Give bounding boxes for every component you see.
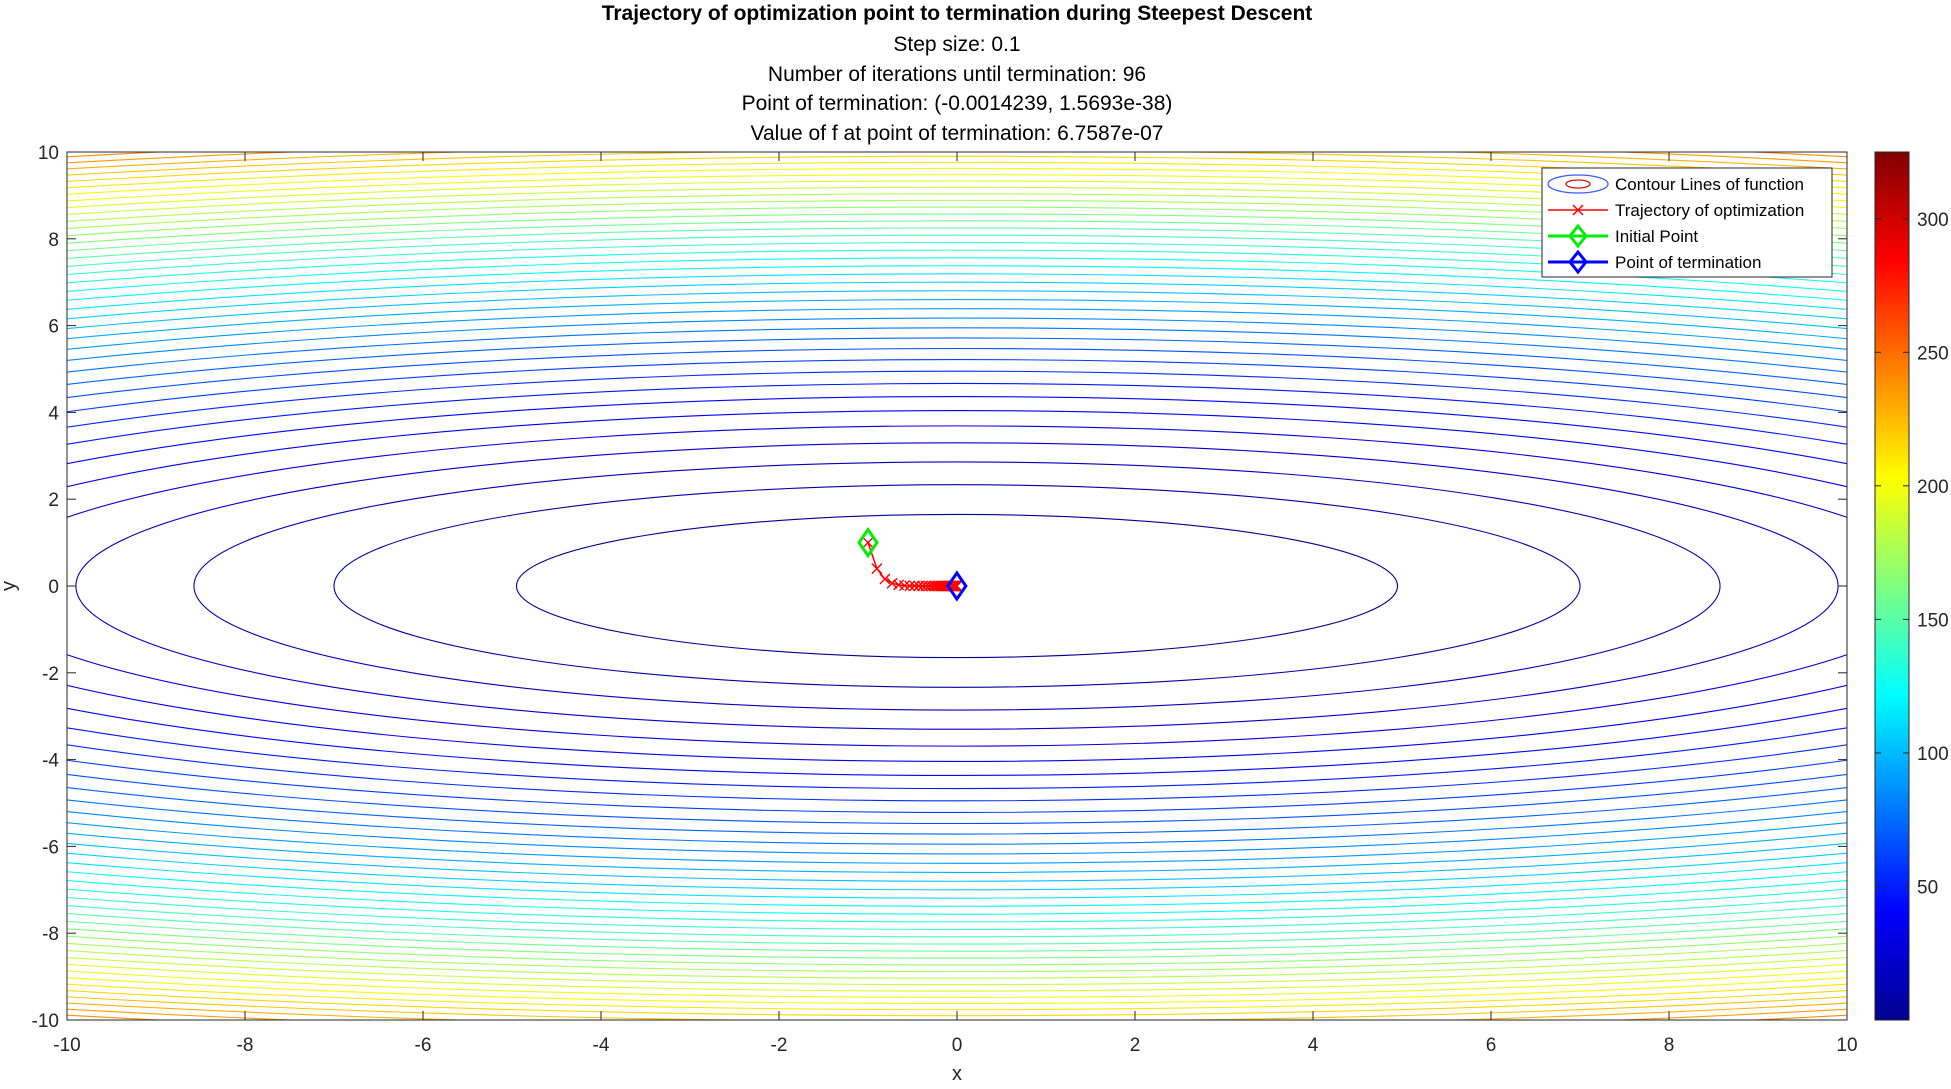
y-tick-label: 2 bbox=[48, 490, 59, 511]
subtitle-step-size: Step size: 0.1 bbox=[893, 33, 1020, 56]
termination-point-marker bbox=[946, 570, 968, 602]
x-tick-label: -8 bbox=[237, 1035, 254, 1056]
colorbar bbox=[1874, 151, 1910, 1021]
contour-line bbox=[515, 513, 1399, 659]
trajectory-point bbox=[950, 580, 962, 592]
legend-contour-icon-inner bbox=[1565, 179, 1591, 189]
x-tick-label: -10 bbox=[53, 1035, 80, 1056]
x-tick-label: 6 bbox=[1486, 1035, 1497, 1056]
trajectory-point bbox=[904, 580, 916, 592]
contour-line bbox=[67, 317, 1847, 855]
contour-line bbox=[67, 265, 1847, 907]
marker-group bbox=[857, 526, 968, 602]
x-tick-label: 10 bbox=[1836, 1035, 1857, 1056]
contour-line bbox=[67, 410, 1847, 762]
y-axis-ticks: -10 -8 -6 -4 -2 0 2 4 6 8 10 bbox=[32, 143, 1847, 1032]
contour-line bbox=[67, 359, 1847, 813]
contour-line bbox=[67, 308, 1847, 864]
x-tick-label: -2 bbox=[771, 1035, 788, 1056]
colorbar-tick-label: 50 bbox=[1917, 877, 1938, 898]
contour-line bbox=[67, 242, 1847, 930]
legend-entry-trajectory: Trajectory of optimization bbox=[1615, 201, 1804, 220]
contour-lines bbox=[67, 152, 1847, 1020]
x-tick-label: 2 bbox=[1130, 1035, 1141, 1056]
contour-line bbox=[67, 199, 1847, 973]
legend-contour-icon bbox=[1547, 174, 1609, 194]
colorbar-tick-label: 250 bbox=[1917, 343, 1949, 364]
contour-line bbox=[67, 257, 1847, 915]
contour-line bbox=[67, 161, 1847, 1011]
colorbar-tick-label: 150 bbox=[1917, 610, 1949, 631]
contour-line bbox=[67, 249, 1847, 923]
legend-entry-termination: Point of termination bbox=[1615, 253, 1761, 272]
y-tick-label: -2 bbox=[42, 664, 59, 685]
contour-line bbox=[67, 234, 1847, 938]
contour-line bbox=[67, 168, 1847, 1004]
trajectory-point bbox=[862, 537, 874, 549]
legend-box bbox=[1541, 167, 1833, 278]
legend: Contour Lines of function Trajectory of … bbox=[1541, 167, 1833, 278]
colorbar-tick-label: 100 bbox=[1917, 744, 1949, 765]
initial-point-marker bbox=[857, 526, 879, 559]
contour-line bbox=[67, 370, 1847, 802]
trajectory-point bbox=[886, 577, 898, 589]
contour-line bbox=[67, 396, 1847, 776]
x-tick-label: -4 bbox=[593, 1035, 610, 1056]
subtitle-function-value: Value of f at point of termination: 6.75… bbox=[751, 122, 1164, 145]
trajectory-point bbox=[898, 580, 910, 592]
contour-line bbox=[67, 327, 1847, 845]
colorbar-tick-label: 200 bbox=[1917, 477, 1949, 498]
legend-entry-initial: Initial Point bbox=[1615, 227, 1698, 246]
contour-line bbox=[67, 382, 1847, 790]
y-tick-label: -4 bbox=[42, 751, 59, 772]
y-tick-label: -8 bbox=[42, 924, 59, 945]
contour-line bbox=[67, 193, 1847, 979]
legend-trajectory-x-icon bbox=[1572, 204, 1584, 216]
contour-line bbox=[67, 227, 1847, 945]
contour-line bbox=[67, 337, 1847, 835]
contour-line bbox=[67, 220, 1847, 952]
y-axis-label: y bbox=[0, 581, 20, 591]
contour-line bbox=[67, 290, 1847, 882]
x-tick-label: -6 bbox=[415, 1035, 432, 1056]
y-tick-label: -10 bbox=[32, 1011, 59, 1032]
contour-line bbox=[67, 206, 1847, 966]
contour-line bbox=[193, 461, 1721, 711]
x-tick-label: 8 bbox=[1664, 1035, 1675, 1056]
x-tick-label: 4 bbox=[1308, 1035, 1319, 1056]
colorbar-tick-label: 300 bbox=[1917, 210, 1949, 231]
contour-line bbox=[67, 281, 1847, 891]
trajectory-point bbox=[871, 563, 883, 575]
contour-line bbox=[67, 213, 1847, 959]
x-axis-ticks: -10 -8 -6 -4 -2 0 2 4 6 8 10 bbox=[53, 152, 1858, 1056]
contour-line bbox=[333, 484, 1581, 688]
y-tick-label: 4 bbox=[48, 403, 59, 424]
contour-line bbox=[67, 299, 1847, 873]
colorbar-ticks: 50 100 150 200 250 300 bbox=[1875, 210, 1949, 898]
trajectory-point bbox=[908, 580, 920, 592]
legend-termination-diamond-icon bbox=[1568, 249, 1588, 275]
y-tick-label: 6 bbox=[48, 317, 59, 338]
trajectory-point bbox=[879, 573, 891, 585]
trajectory-point bbox=[951, 580, 963, 592]
contour-line bbox=[67, 180, 1847, 992]
contour-line bbox=[67, 348, 1847, 824]
y-tick-label: -6 bbox=[42, 837, 59, 858]
y-tick-label: 10 bbox=[38, 143, 59, 164]
subtitle-iterations: Number of iterations until termination: … bbox=[768, 63, 1146, 86]
contour-line bbox=[67, 273, 1847, 899]
legend-entry-contour: Contour Lines of function bbox=[1615, 175, 1804, 194]
contour-line bbox=[67, 174, 1847, 998]
contour-line bbox=[67, 425, 1847, 747]
y-tick-label: 0 bbox=[48, 577, 59, 598]
subtitle-termination-point: Point of termination: (-0.0014239, 1.569… bbox=[742, 92, 1173, 115]
y-tick-label: 8 bbox=[48, 230, 59, 251]
legend-initial-diamond-icon bbox=[1568, 223, 1588, 249]
x-axis-label: x bbox=[952, 1063, 962, 1084]
chart-title: Trajectory of optimization point to term… bbox=[602, 2, 1313, 25]
x-tick-label: 0 bbox=[952, 1035, 963, 1056]
contour-line bbox=[67, 186, 1847, 986]
